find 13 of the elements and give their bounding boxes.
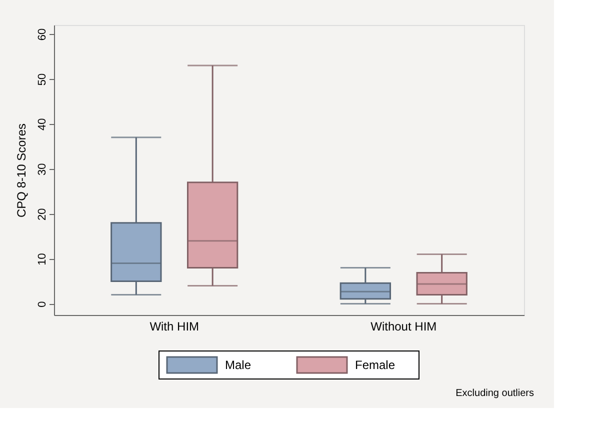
legend-label: Female: [355, 358, 396, 372]
y-tick-label: 40: [36, 118, 48, 131]
y-tick-label: 50: [36, 73, 48, 86]
y-axis-title: CPQ 8-10 Scores: [14, 123, 28, 218]
legend-label: Male: [225, 358, 252, 372]
y-tick-label: 20: [36, 208, 48, 220]
y-tick-label: 0: [36, 301, 48, 308]
y-tick-label: 60: [36, 28, 48, 41]
x-tick-label: With HIM: [150, 320, 200, 334]
x-tick-label: Without HIM: [370, 320, 437, 334]
y-tick-label: 10: [36, 253, 48, 266]
y-tick-label: 30: [36, 163, 48, 176]
text: Excluding outliers: [456, 388, 534, 399]
